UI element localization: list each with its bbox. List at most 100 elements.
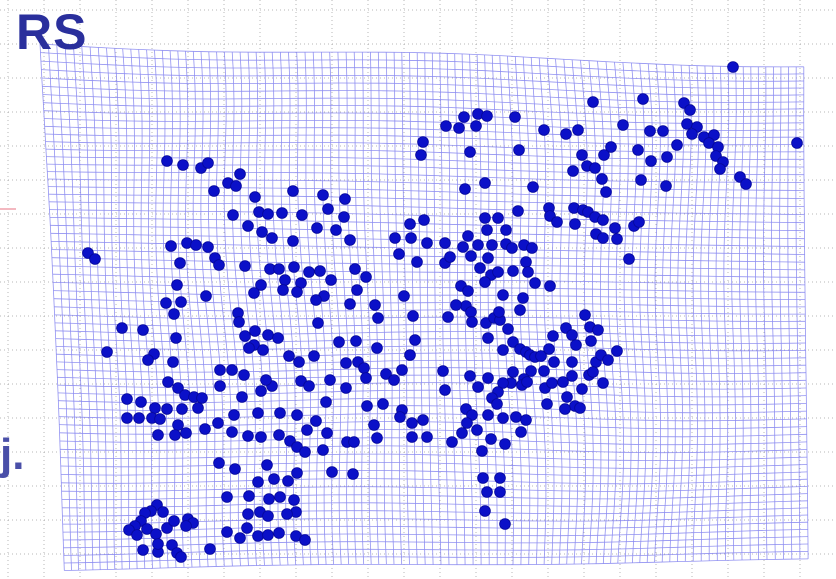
point-marker (470, 120, 482, 132)
point-marker (349, 263, 361, 275)
point-marker (133, 412, 145, 424)
point-marker (276, 207, 288, 219)
point-marker (321, 427, 333, 439)
point-marker (481, 486, 493, 498)
grid-line-horizontal (60, 445, 808, 454)
point-marker (482, 332, 494, 344)
grid-line-vertical (755, 66, 760, 560)
point-marker (287, 185, 299, 197)
point-marker (462, 230, 474, 242)
point-marker (458, 111, 470, 123)
point-marker (538, 124, 550, 136)
grid-line-vertical (361, 52, 372, 565)
point-marker (479, 177, 491, 189)
point-marker (520, 414, 532, 426)
point-marker (221, 526, 233, 538)
grid-line-horizontal (43, 102, 804, 117)
point-marker (303, 266, 315, 278)
grid-line-horizontal (58, 413, 807, 422)
grid-line-vertical (312, 52, 327, 565)
grid-line-horizontal (44, 118, 804, 131)
point-marker (439, 237, 451, 249)
point-marker (623, 253, 635, 265)
point-marker (249, 191, 261, 203)
grid-line-horizontal (55, 330, 806, 337)
point-marker (481, 110, 493, 122)
point-marker (272, 332, 284, 344)
point-marker (491, 398, 503, 410)
point-marker (421, 237, 433, 249)
point-marker (602, 354, 614, 366)
grid-line-vertical (803, 66, 809, 559)
point-marker (507, 265, 519, 277)
point-marker (229, 463, 241, 475)
point-marker (317, 189, 329, 201)
point-marker (135, 396, 147, 408)
point-marker (157, 506, 169, 518)
point-marker (333, 336, 345, 348)
point-marker (273, 263, 285, 275)
point-marker (241, 522, 253, 534)
point-marker (360, 271, 372, 283)
point-marker (230, 180, 242, 192)
point-marker (171, 279, 183, 291)
point-marker (598, 149, 610, 161)
point-marker (527, 181, 539, 193)
point-marker (339, 193, 351, 205)
grid-line-horizontal (54, 322, 806, 330)
point-marker (502, 323, 514, 335)
point-marker (192, 402, 204, 414)
point-marker (476, 445, 488, 457)
point-marker (587, 96, 599, 108)
point-marker (444, 251, 456, 263)
point-marker (281, 508, 293, 520)
side-label: j. (0, 430, 25, 479)
point-marker (457, 241, 469, 253)
point-marker (310, 294, 322, 306)
point-marker (262, 529, 274, 541)
point-marker (437, 365, 449, 377)
point-marker (585, 335, 597, 347)
point-marker (371, 432, 383, 444)
point-marker (257, 344, 269, 356)
point-marker (570, 339, 582, 351)
point-marker (465, 306, 477, 318)
grid-line-horizontal (50, 224, 805, 240)
point-marker (121, 412, 133, 424)
point-marker (252, 530, 264, 542)
point-marker (176, 403, 188, 415)
grid-line-horizontal (56, 352, 806, 359)
edge-mark (0, 208, 16, 210)
point-marker (317, 444, 329, 456)
point-marker (274, 407, 286, 419)
point-marker (544, 280, 556, 292)
point-marker (172, 382, 184, 394)
point-marker (190, 239, 202, 251)
point-marker (479, 212, 491, 224)
grid-line-horizontal (63, 536, 808, 549)
point-marker (548, 356, 560, 368)
point-marker (243, 342, 255, 354)
point-marker (338, 211, 350, 223)
point-marker (407, 310, 419, 322)
point-marker (150, 528, 162, 540)
grid-line-vertical (304, 52, 319, 565)
point-marker (462, 285, 474, 297)
point-marker (597, 214, 609, 226)
point-markers (82, 61, 803, 563)
point-marker (421, 431, 433, 443)
point-marker (497, 289, 509, 301)
point-marker (239, 330, 251, 342)
point-marker (520, 256, 532, 268)
grid-line-horizontal (57, 389, 807, 398)
point-marker (517, 292, 529, 304)
grid-line-horizontal (40, 52, 804, 75)
grid-line-horizontal (61, 493, 808, 501)
point-marker (637, 93, 649, 105)
point-marker (479, 276, 491, 288)
point-marker (168, 308, 180, 320)
point-marker (600, 186, 612, 198)
point-marker (252, 407, 264, 419)
grid-line-vertical (639, 63, 647, 563)
point-marker (559, 403, 571, 415)
